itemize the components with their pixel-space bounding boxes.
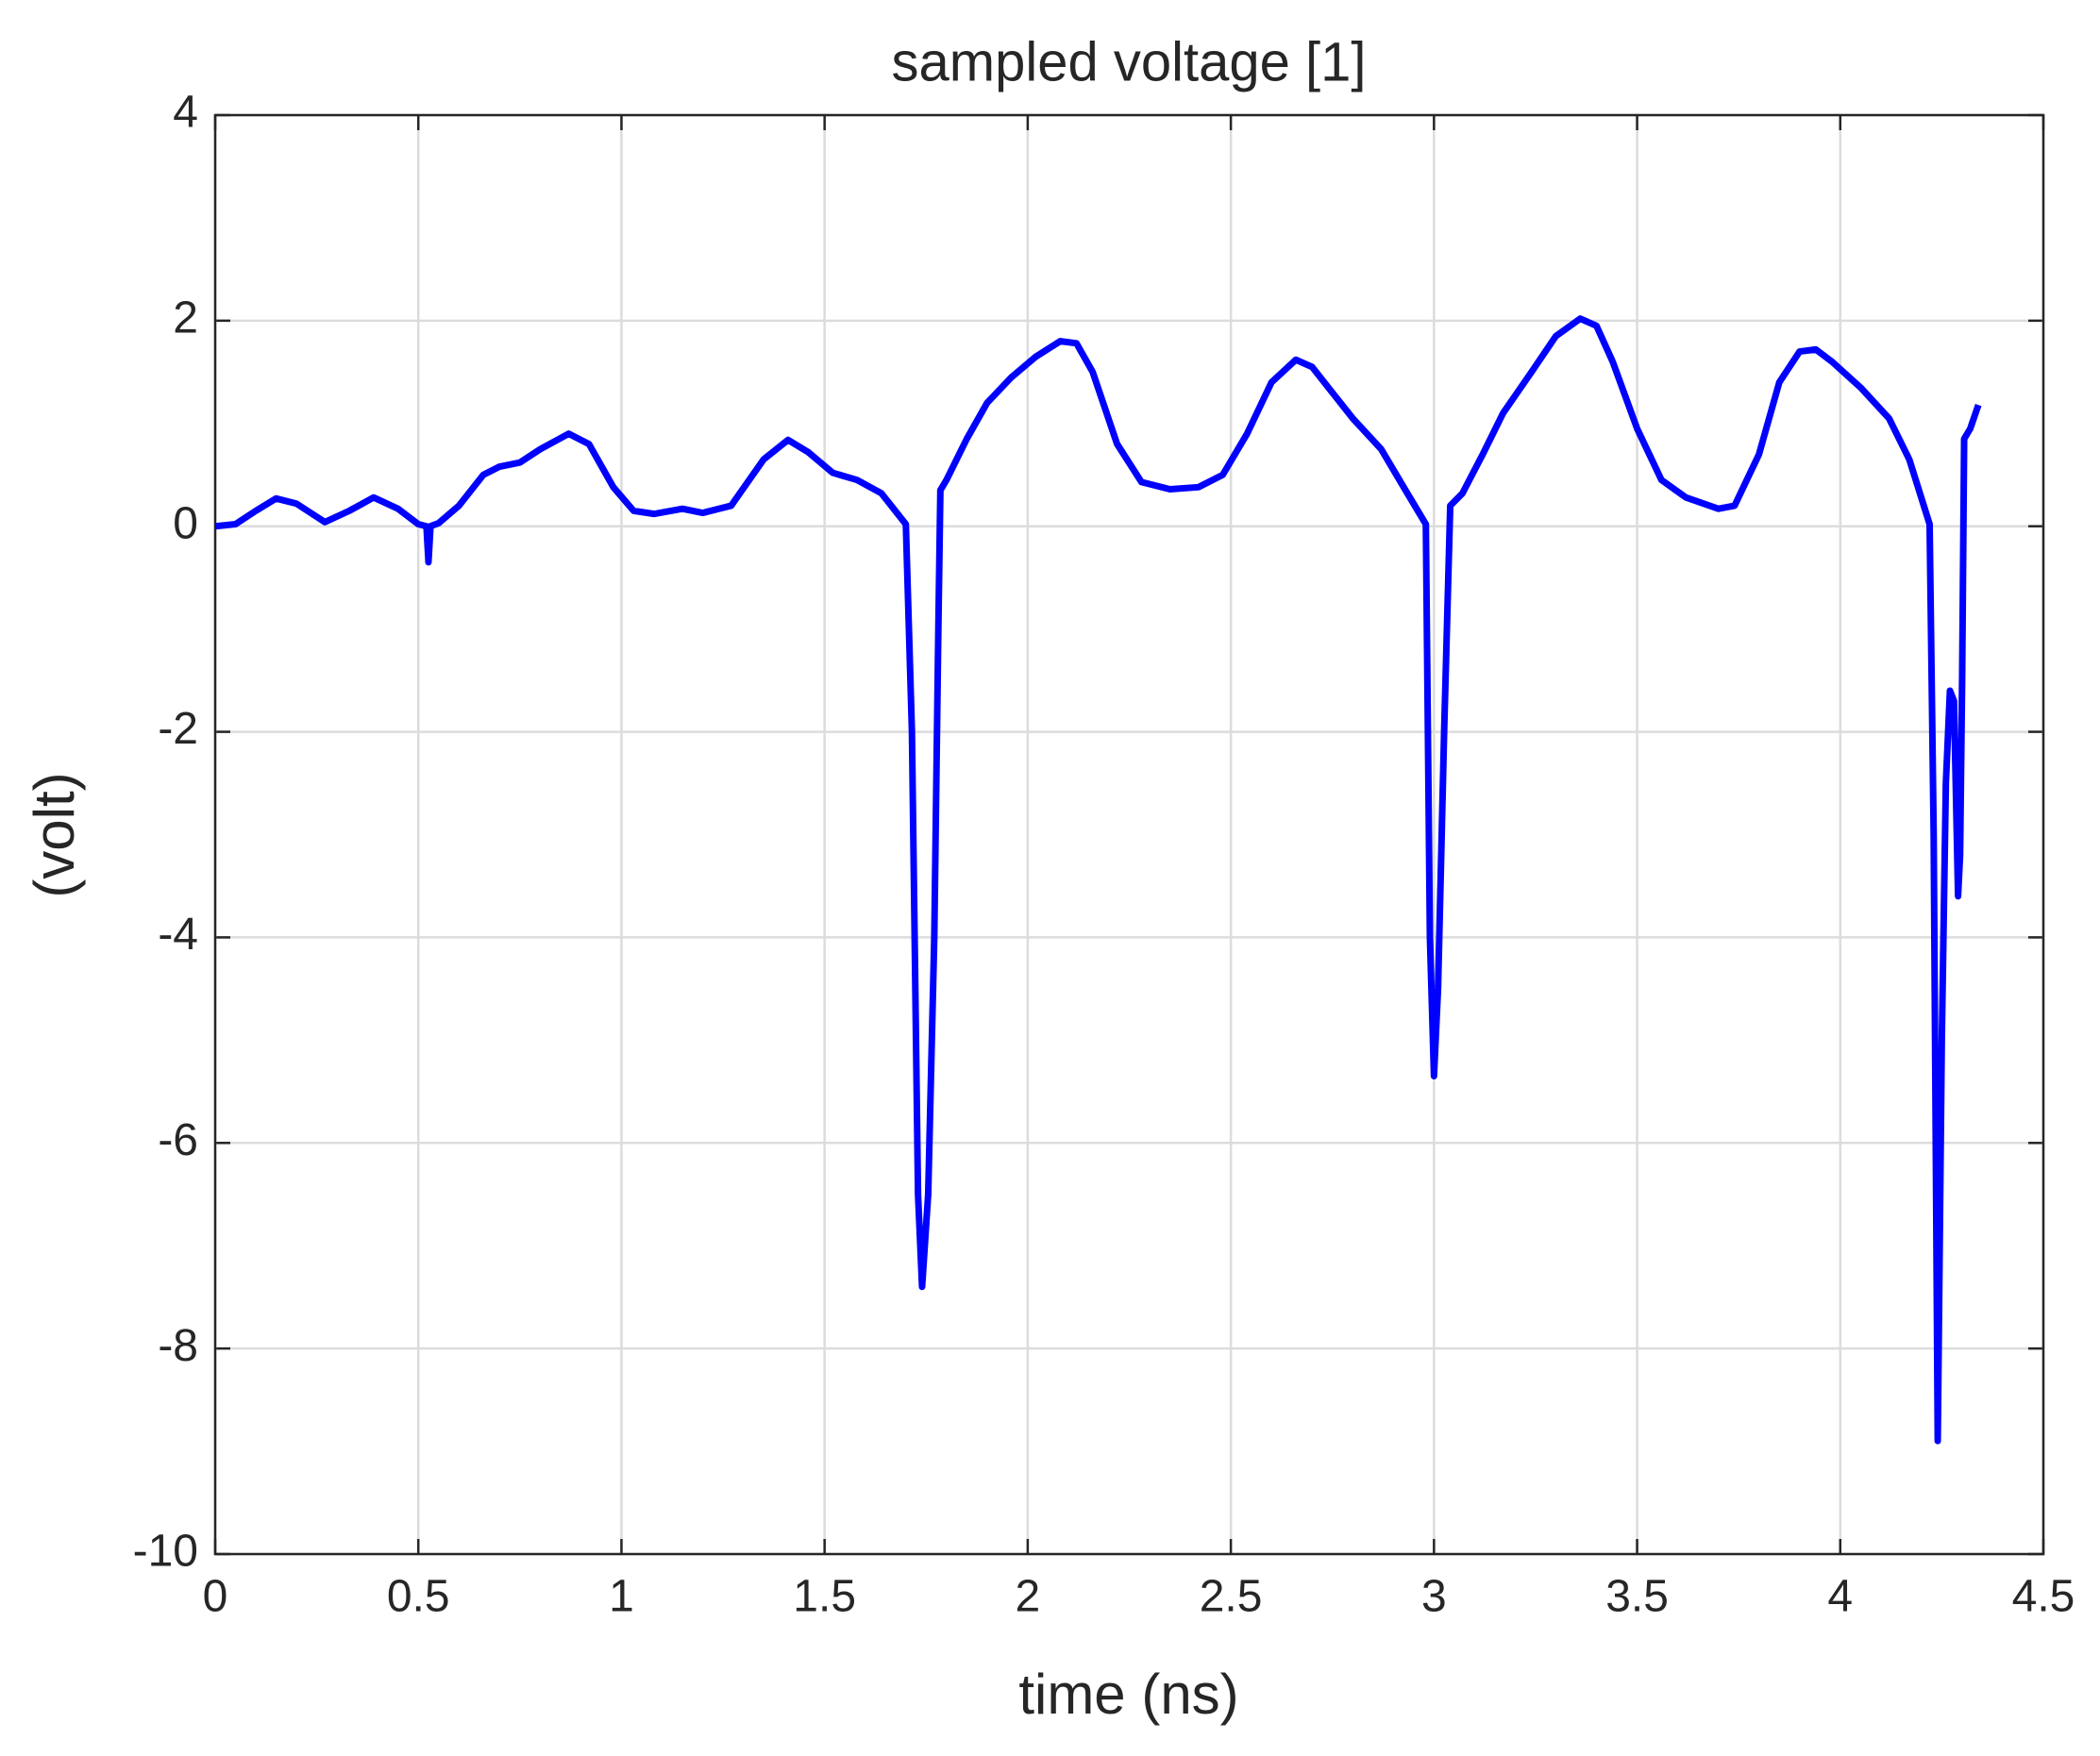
x-tick-label: 1 <box>609 1572 634 1622</box>
y-tick-label: -6 <box>158 1115 198 1165</box>
y-tick-label: 0 <box>173 498 198 548</box>
x-axis-label: time (ns) <box>1018 1663 1238 1726</box>
x-tick-label: 1.5 <box>793 1572 856 1622</box>
y-axis-label: (volt) <box>23 772 86 897</box>
x-tick-label: 2.5 <box>1200 1572 1263 1622</box>
y-tick-label: -4 <box>158 910 198 960</box>
y-tick-label: -8 <box>158 1321 198 1371</box>
x-tick-label: 3.5 <box>1605 1572 1669 1622</box>
x-tick-label: 0.5 <box>387 1572 450 1622</box>
x-tick-label: 3 <box>1421 1572 1447 1622</box>
data-line <box>214 315 1982 1445</box>
y-tick-label: -2 <box>158 704 198 754</box>
y-tick-label: 2 <box>173 293 198 343</box>
x-tick-label: 4.5 <box>2012 1572 2075 1622</box>
x-tick-label: 2 <box>1016 1572 1041 1622</box>
chart-title: sampled voltage [1] <box>892 31 1367 92</box>
x-tick-label: 0 <box>203 1572 228 1622</box>
y-tick-label: 4 <box>173 88 198 138</box>
axes-frame <box>213 113 2045 1556</box>
y-tick-label: -10 <box>133 1527 198 1577</box>
x-tick-label: 4 <box>1827 1572 1853 1622</box>
